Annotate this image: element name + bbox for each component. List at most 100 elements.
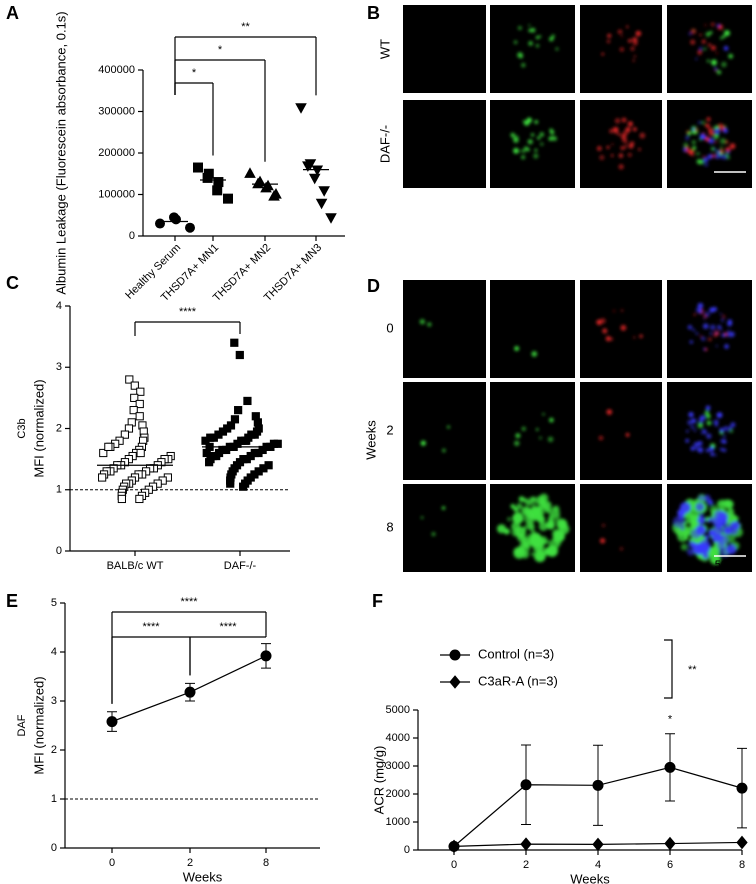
signal-dot: [517, 25, 522, 30]
signal-dot: [549, 128, 553, 132]
signal-dot: [713, 509, 725, 521]
marker: [448, 839, 460, 854]
signal-dot: [694, 128, 699, 132]
signal-dot: [638, 147, 641, 151]
signal-dot: [613, 129, 619, 135]
signal-dot: [524, 541, 532, 549]
signal-dot: [724, 30, 731, 37]
column-header: Merge: [670, 285, 701, 297]
marker: [244, 167, 256, 178]
y-tick-label: 0: [404, 844, 410, 856]
y-tick-label: 0: [51, 842, 57, 854]
signal-dot: [513, 40, 518, 45]
signal-dot: [503, 528, 510, 535]
signal-dot: [700, 336, 706, 342]
signal-dot: [688, 412, 694, 418]
x-tick-label: 2: [187, 857, 193, 869]
y-axis-title: MFI (normalized): [31, 379, 46, 477]
signal-dot: [542, 412, 545, 416]
signal-dot: [599, 538, 606, 544]
column-header: Synaptopodin: [583, 285, 650, 297]
y-axis-title: C3b: [16, 418, 28, 438]
y-tick-label: 5000: [386, 704, 410, 716]
signal-dot: [596, 145, 602, 151]
row-label: WT: [377, 39, 392, 59]
micrograph: [667, 100, 752, 188]
signal-dot: [709, 332, 713, 335]
signal-dot: [521, 155, 526, 160]
signal-dot: [688, 149, 694, 156]
marker: [226, 479, 235, 488]
signal-dot: [632, 127, 637, 132]
signal-dot: [696, 158, 703, 165]
y-tick-label: 4: [51, 646, 57, 658]
signal-dot: [726, 544, 737, 555]
signal-dot: [720, 328, 723, 331]
marker: [664, 836, 676, 851]
panel-letter: E: [6, 591, 18, 611]
micrograph-signal: [420, 506, 446, 537]
signal-dot: [690, 446, 695, 451]
signal-dot: [720, 438, 726, 444]
signal-dot: [535, 44, 540, 48]
signal-dot: [619, 547, 624, 551]
marker: [185, 222, 195, 233]
signal-dot: [697, 516, 706, 525]
y-tick-label: 2: [56, 422, 62, 434]
marker: [106, 716, 118, 728]
column-header: Synaptopodin: [583, 10, 650, 22]
signal-dot: [527, 139, 533, 145]
signal-dot: [690, 425, 695, 430]
signal-dot: [703, 47, 707, 51]
micrograph: [580, 100, 662, 188]
signal-dot: [719, 428, 723, 432]
signal-dot: [627, 121, 633, 127]
signal-dot: [723, 128, 728, 134]
micrograph-signal: [601, 25, 642, 62]
signal-dot: [698, 513, 704, 519]
signal-dot: [519, 54, 523, 59]
signal-dot: [729, 429, 734, 433]
signal-dot: [596, 319, 603, 326]
y-tick-label: 2000: [386, 788, 410, 800]
signal-dot: [538, 535, 548, 546]
signal-dot: [536, 428, 539, 431]
micrograph: [667, 382, 752, 480]
signal-dot: [605, 335, 611, 342]
marker: [664, 761, 676, 773]
significance: ****: [180, 596, 198, 608]
marker: [193, 162, 203, 173]
signal-dot: [507, 517, 512, 522]
micrograph-signal: [514, 346, 538, 357]
signal-dot: [729, 331, 735, 338]
signal-dot: [539, 142, 544, 146]
signal-dot: [601, 52, 605, 56]
signal-dot: [630, 46, 635, 51]
marker: [592, 779, 604, 791]
x-tick-label: 8: [739, 859, 745, 871]
signal-dot: [715, 344, 719, 348]
marker: [171, 214, 181, 225]
micrograph: [667, 280, 752, 378]
signal-dot: [551, 34, 555, 38]
y-tick-label: 0: [56, 545, 62, 557]
signal-dot: [692, 128, 695, 131]
signal-dot: [717, 24, 720, 27]
signal-dot: [551, 528, 561, 538]
signal-dot: [632, 59, 635, 62]
x-tick-label: 6: [667, 859, 673, 871]
signal-dot: [548, 136, 553, 141]
signal-dot: [709, 307, 715, 313]
row-label: 0: [386, 320, 393, 335]
row-label: DAF-/-: [377, 125, 392, 163]
marker: [311, 165, 324, 177]
signal-dot: [551, 536, 559, 543]
signal-dot: [716, 412, 723, 418]
signal-dot: [527, 523, 535, 531]
y-tick-label: 1: [56, 484, 62, 496]
signal-dot: [697, 447, 704, 453]
signal-dot: [726, 156, 731, 160]
x-tick-label: BALB/c WT: [107, 560, 164, 572]
marker: [202, 172, 213, 183]
signal-dot: [709, 324, 716, 331]
